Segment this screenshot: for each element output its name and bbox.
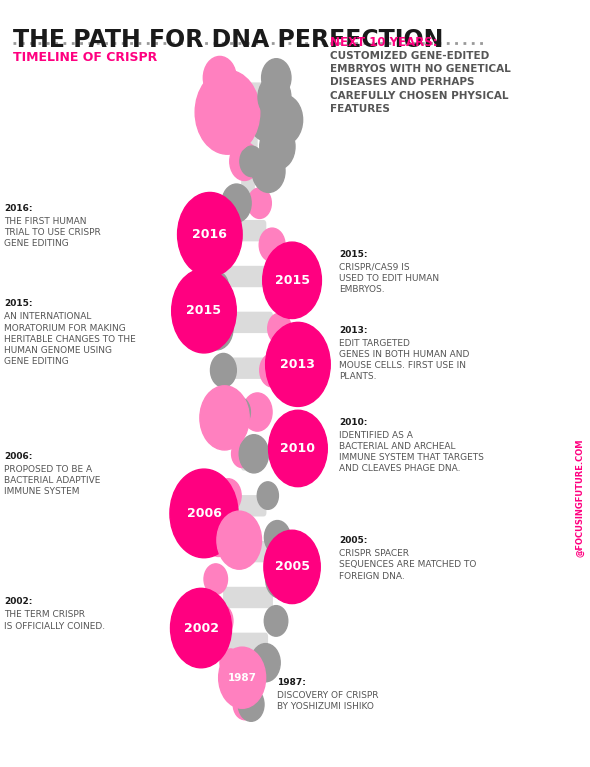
- Circle shape: [248, 188, 271, 219]
- Circle shape: [260, 354, 286, 387]
- FancyBboxPatch shape: [228, 357, 268, 379]
- Text: 2006:: 2006:: [4, 453, 32, 461]
- Circle shape: [268, 410, 327, 487]
- Text: 2015:: 2015:: [4, 299, 33, 308]
- Circle shape: [257, 482, 278, 509]
- Text: THE FIRST HUMAN
TRIAL TO USE CRISPR
GENE EDITING: THE FIRST HUMAN TRIAL TO USE CRISPR GENE…: [4, 217, 101, 248]
- Text: CRISPR SPACER
SEQUENCES ARE MATCHED TO
FOREIGN DNA.: CRISPR SPACER SEQUENCES ARE MATCHED TO F…: [339, 549, 476, 581]
- FancyBboxPatch shape: [228, 633, 268, 654]
- Circle shape: [260, 123, 295, 170]
- Circle shape: [211, 228, 237, 262]
- Text: CRISPR/CAS9 IS
USED TO EDIT HUMAN
EMBRYOS.: CRISPR/CAS9 IS USED TO EDIT HUMAN EMBRYO…: [339, 263, 439, 294]
- Circle shape: [200, 307, 233, 350]
- Circle shape: [242, 393, 272, 431]
- Circle shape: [204, 564, 228, 594]
- Text: 2005: 2005: [274, 561, 310, 574]
- Circle shape: [217, 511, 261, 569]
- Circle shape: [264, 521, 290, 555]
- FancyBboxPatch shape: [230, 220, 266, 242]
- Circle shape: [178, 193, 242, 277]
- Text: @FOCUSINGFUTURE.COM: @FOCUSINGFUTURE.COM: [575, 439, 584, 558]
- Circle shape: [204, 518, 234, 557]
- Text: 2015:: 2015:: [339, 250, 368, 258]
- Text: 2016: 2016: [192, 228, 227, 241]
- FancyBboxPatch shape: [241, 174, 255, 196]
- Text: CUSTOMIZED GENE-EDITED
EMBRYOS WITH NO GENETICAL
DISEASES AND PERHAPS
CAREFULLY : CUSTOMIZED GENE-EDITED EMBRYOS WITH NO G…: [330, 51, 511, 114]
- Circle shape: [205, 272, 228, 302]
- FancyBboxPatch shape: [223, 587, 273, 608]
- Text: TIMELINE OF CRISPR: TIMELINE OF CRISPR: [13, 51, 158, 64]
- Circle shape: [222, 184, 251, 222]
- Circle shape: [259, 228, 285, 262]
- Text: DISCOVERY OF CRISPR
BY YOSHIZUMI ISHIKO: DISCOVERY OF CRISPR BY YOSHIZUMI ISHIKO: [277, 691, 379, 711]
- Circle shape: [240, 146, 263, 176]
- FancyBboxPatch shape: [224, 541, 273, 562]
- Circle shape: [264, 606, 288, 636]
- Text: THE PATH FOR DNA PERFECTION: THE PATH FOR DNA PERFECTION: [13, 28, 444, 52]
- Circle shape: [266, 560, 295, 598]
- Text: 2010:: 2010:: [339, 418, 368, 427]
- Text: 2002: 2002: [183, 621, 218, 634]
- Circle shape: [204, 57, 236, 99]
- Circle shape: [239, 435, 268, 473]
- FancyBboxPatch shape: [241, 449, 255, 471]
- Circle shape: [264, 530, 320, 604]
- FancyBboxPatch shape: [228, 82, 268, 104]
- Circle shape: [250, 98, 283, 141]
- Circle shape: [251, 644, 280, 682]
- FancyBboxPatch shape: [224, 266, 272, 287]
- Circle shape: [219, 647, 266, 708]
- Text: 2002:: 2002:: [4, 597, 32, 607]
- Text: 2016:: 2016:: [4, 204, 33, 213]
- Text: 2013:: 2013:: [339, 326, 368, 335]
- Circle shape: [227, 397, 250, 427]
- Text: THE TERM CRISPR
IS OFFICIALLY COINED.: THE TERM CRISPR IS OFFICIALLY COINED.: [4, 611, 106, 630]
- Text: NEXT 10 YEARS:: NEXT 10 YEARS:: [330, 36, 438, 49]
- Text: 2005:: 2005:: [339, 536, 368, 545]
- Circle shape: [266, 322, 330, 407]
- Text: 2006: 2006: [186, 507, 221, 520]
- Circle shape: [170, 469, 238, 558]
- Circle shape: [261, 59, 291, 97]
- Circle shape: [263, 242, 322, 318]
- Text: 2015: 2015: [186, 304, 221, 318]
- Text: 2010: 2010: [280, 442, 316, 455]
- Circle shape: [265, 268, 294, 306]
- Text: 2013: 2013: [280, 358, 316, 371]
- Circle shape: [252, 150, 285, 193]
- Circle shape: [200, 386, 249, 450]
- Text: 2015: 2015: [274, 274, 310, 287]
- Circle shape: [220, 649, 241, 676]
- Circle shape: [171, 588, 232, 668]
- FancyBboxPatch shape: [238, 403, 257, 425]
- Circle shape: [172, 269, 236, 353]
- Circle shape: [215, 479, 241, 512]
- Circle shape: [233, 690, 257, 719]
- Circle shape: [211, 354, 237, 387]
- Text: PROPOSED TO BE A
BACTERIAL ADAPTIVE
IMMUNE SYSTEM: PROPOSED TO BE A BACTERIAL ADAPTIVE IMMU…: [4, 466, 101, 496]
- Circle shape: [268, 313, 291, 344]
- Circle shape: [238, 688, 264, 721]
- Text: IDENTIFIED AS A
BACTERIAL AND ARCHEAL
IMMUNE SYSTEM THAT TARGETS
AND CLEAVES PHA: IDENTIFIED AS A BACTERIAL AND ARCHEAL IM…: [339, 431, 484, 473]
- FancyBboxPatch shape: [223, 311, 273, 333]
- Circle shape: [264, 94, 303, 145]
- FancyBboxPatch shape: [238, 128, 258, 150]
- Text: 1987:: 1987:: [277, 678, 306, 686]
- Circle shape: [258, 75, 291, 118]
- Circle shape: [232, 440, 253, 468]
- Circle shape: [217, 103, 243, 137]
- FancyBboxPatch shape: [239, 679, 257, 700]
- Circle shape: [195, 70, 260, 154]
- Circle shape: [207, 604, 233, 637]
- Text: 1987: 1987: [228, 673, 257, 683]
- Text: EDIT TARGETED
GENES IN BOTH HUMAN AND
MOUSE CELLS. FIRST USE IN
PLANTS.: EDIT TARGETED GENES IN BOTH HUMAN AND MO…: [339, 339, 470, 381]
- FancyBboxPatch shape: [230, 495, 267, 516]
- Text: AN INTERNATIONAL
MORATORIUM FOR MAKING
HERITABLE CHANGES TO THE
HUMAN GENOME USI: AN INTERNATIONAL MORATORIUM FOR MAKING H…: [4, 312, 136, 366]
- Circle shape: [230, 142, 259, 180]
